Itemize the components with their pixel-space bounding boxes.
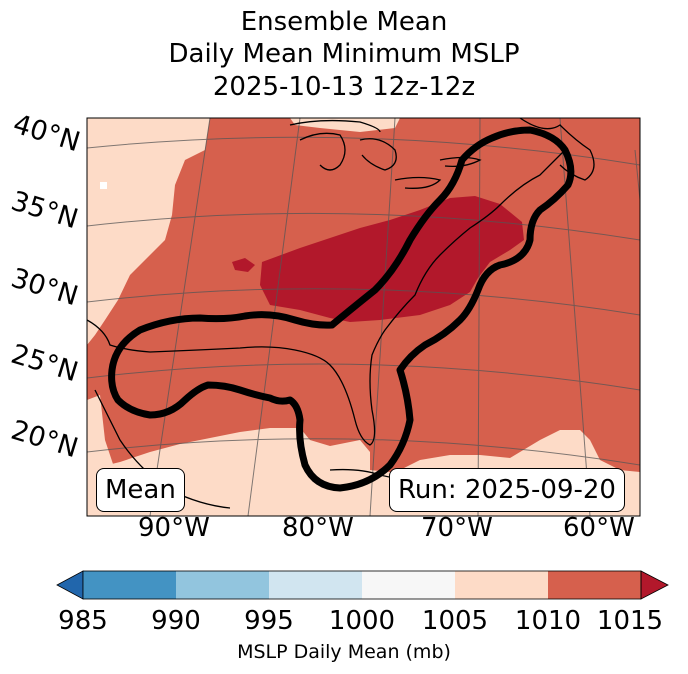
colorbar-extend-low [56, 570, 84, 600]
title-line-2: Daily Mean Minimum MSLP [168, 39, 520, 69]
title-line-3: 2025-10-13 12z-12z [212, 72, 476, 102]
lon-label-70w: 70°W [421, 513, 493, 543]
mslp-area-above-1015-small [232, 258, 255, 272]
parallel-25n [87, 363, 640, 391]
mslp-speck-white [100, 182, 107, 189]
colorbar-label: MSLP Daily Mean (mb) [237, 641, 451, 663]
meridian-65w [634, 149, 640, 201]
coastline-maritimes [519, 118, 595, 181]
colorbar-segment-985-990 [83, 571, 176, 599]
lon-label-90w: 90°W [138, 513, 210, 543]
probability-contour [108, 126, 575, 492]
parallel-35n [87, 212, 640, 241]
graticule [87, 118, 640, 516]
coastline-us-east-gulf [87, 149, 566, 446]
colorbar-segment-1010-1015 [548, 571, 641, 599]
map-frame [86, 117, 641, 517]
mslp-area-above-1015 [260, 196, 524, 322]
run-date-box: Run: 2025-09-20 [389, 468, 625, 512]
mslp-area-1005-1010-southwest [87, 395, 115, 480]
colorbar [56, 570, 669, 600]
mslp-area-1005-1010-west [87, 118, 210, 345]
colorbar-tick-1015: 1015 [596, 606, 664, 636]
map-panel [87, 118, 640, 516]
lon-label-60w: 60°W [563, 513, 635, 543]
colorbar-tick-985: 985 [58, 606, 108, 636]
colorbar-segment-995-1000 [269, 571, 362, 599]
title-line-1: Ensemble Mean [240, 7, 448, 37]
colorbar-tick-1010: 1010 [514, 606, 582, 636]
colorbar-frame [82, 570, 642, 600]
lon-label-80w: 80°W [282, 513, 354, 543]
parallel-20n [87, 438, 640, 466]
colorbar-tick-1005: 1005 [421, 606, 489, 636]
colorbar-tick-995: 995 [244, 606, 294, 636]
meridian-80w [369, 118, 396, 516]
coastline-mexico [94, 389, 231, 509]
coastline-lake-huron [359, 138, 397, 171]
coastline-lake-erie [394, 176, 442, 189]
colorbar-segment-990-995 [176, 571, 269, 599]
coastline-lake-michigan [299, 132, 346, 171]
colorbar-segment-1000-1005 [362, 571, 455, 599]
meridian-75w [477, 118, 481, 516]
parallel-30n [87, 288, 640, 316]
colorbar-segment-1005-1010 [455, 571, 548, 599]
colorbar-tick-990: 990 [151, 606, 201, 636]
colorbar-tick-1000: 1000 [328, 606, 396, 636]
coastline-lake-superior [289, 119, 381, 133]
coastline-lake-ontario [439, 156, 482, 168]
mean-label-box: Mean [96, 468, 185, 512]
colorbar-extend-high [640, 570, 669, 600]
